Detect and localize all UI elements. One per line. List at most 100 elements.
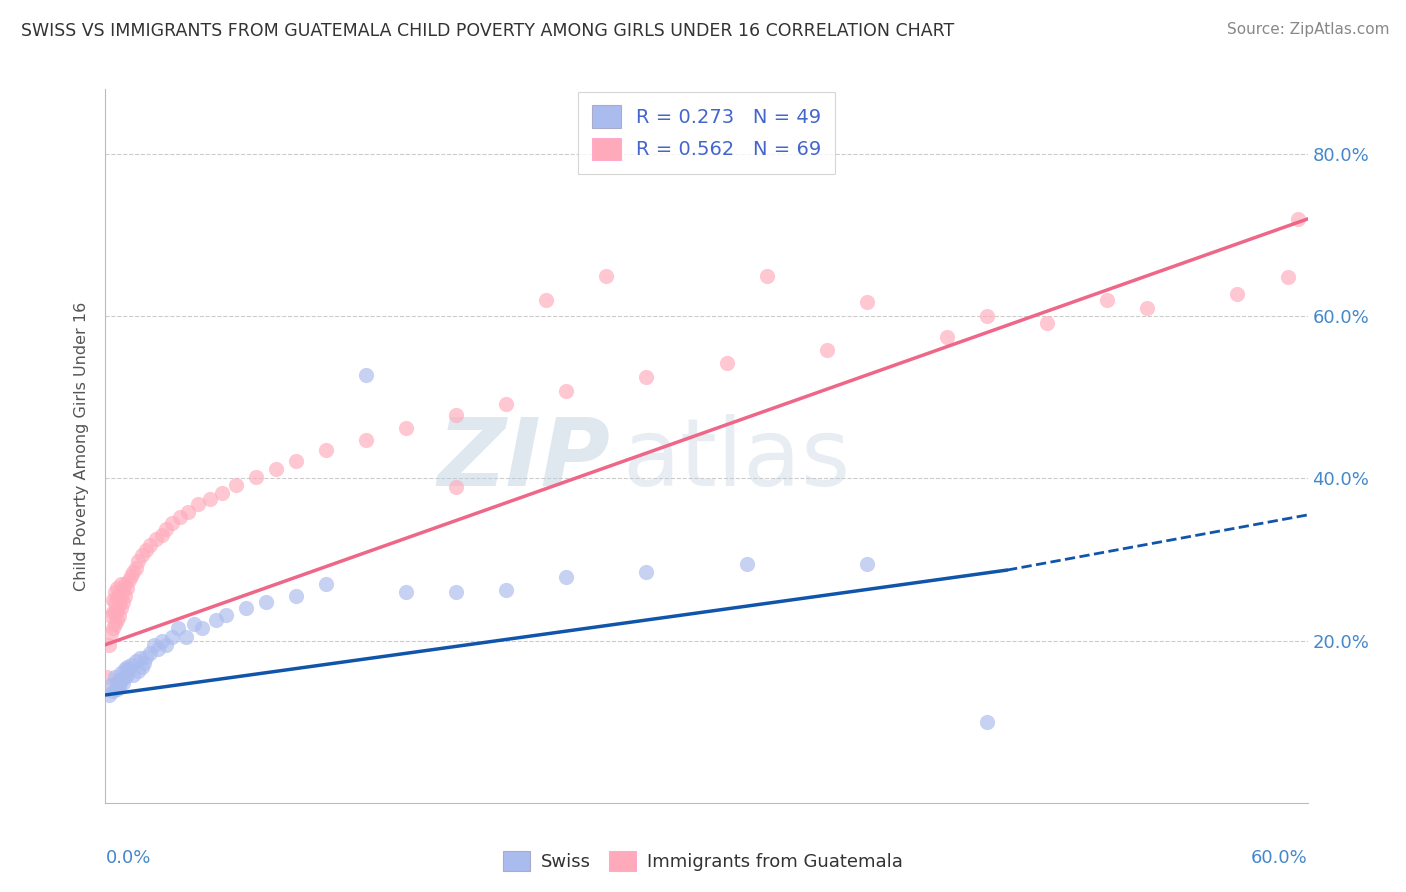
Text: 0.0%: 0.0% <box>105 849 150 867</box>
Point <box>176 506 198 520</box>
Point <box>284 589 307 603</box>
Point <box>122 565 145 579</box>
Point <box>107 591 129 606</box>
Point <box>146 641 169 656</box>
Point <box>534 293 557 307</box>
Point <box>555 384 578 398</box>
Point <box>110 666 132 681</box>
Point <box>117 667 139 681</box>
Point <box>117 581 139 595</box>
Point <box>204 613 226 627</box>
Point <box>124 560 146 574</box>
Point <box>815 343 838 358</box>
Point <box>118 573 141 587</box>
Point <box>108 586 131 600</box>
Point <box>190 622 212 636</box>
Point <box>121 657 143 672</box>
Point <box>187 497 209 511</box>
Point <box>235 601 257 615</box>
Point <box>354 368 377 382</box>
Point <box>107 603 129 617</box>
Point <box>755 268 778 283</box>
Point <box>114 577 136 591</box>
Point <box>107 675 129 690</box>
Point <box>636 370 658 384</box>
Point <box>131 659 153 673</box>
Point <box>1097 293 1119 307</box>
Text: atlas: atlas <box>623 414 851 507</box>
Legend: R = 0.273   N = 49, R = 0.562   N = 69: R = 0.273 N = 49, R = 0.562 N = 69 <box>578 92 835 174</box>
Point <box>198 491 221 506</box>
Point <box>122 667 145 681</box>
Point <box>138 538 160 552</box>
Point <box>716 356 738 370</box>
Point <box>138 646 160 660</box>
Point <box>1036 316 1059 330</box>
Point <box>1136 301 1159 315</box>
Point <box>166 622 188 636</box>
Point <box>315 577 337 591</box>
Point <box>118 662 141 676</box>
Point <box>100 609 122 624</box>
Point <box>104 617 127 632</box>
Point <box>855 557 877 571</box>
Point <box>132 657 155 671</box>
Point <box>495 583 517 598</box>
Point <box>150 633 173 648</box>
Point <box>444 585 467 599</box>
Point <box>103 593 125 607</box>
Point <box>110 577 132 591</box>
Point <box>142 638 165 652</box>
Point <box>124 654 146 668</box>
Point <box>108 609 131 624</box>
Text: 60.0%: 60.0% <box>1251 849 1308 867</box>
Point <box>254 595 277 609</box>
Point <box>108 597 131 611</box>
Point <box>595 268 617 283</box>
Point <box>110 601 132 615</box>
Point <box>155 522 177 536</box>
Point <box>107 682 129 697</box>
Point <box>735 557 758 571</box>
Y-axis label: Child Poverty Among Girls Under 16: Child Poverty Among Girls Under 16 <box>75 301 90 591</box>
Point <box>114 670 136 684</box>
Point <box>976 310 998 324</box>
Point <box>96 670 118 684</box>
Point <box>1277 270 1299 285</box>
Point <box>145 533 167 547</box>
Point <box>112 583 135 598</box>
Point <box>183 617 205 632</box>
Text: SWISS VS IMMIGRANTS FROM GUATEMALA CHILD POVERTY AMONG GIRLS UNDER 16 CORRELATIO: SWISS VS IMMIGRANTS FROM GUATEMALA CHILD… <box>21 22 955 40</box>
Point <box>117 659 139 673</box>
Point <box>114 589 136 603</box>
Point <box>103 622 125 636</box>
Point <box>976 714 998 729</box>
Point <box>112 595 135 609</box>
Text: ZIP: ZIP <box>437 414 610 507</box>
Point <box>135 649 157 664</box>
Point <box>104 585 127 599</box>
Point <box>395 421 418 435</box>
Point <box>444 408 467 422</box>
Point <box>103 605 125 619</box>
Point <box>128 651 150 665</box>
Point <box>211 486 233 500</box>
Point <box>114 662 136 676</box>
Point <box>214 607 236 622</box>
Point <box>160 516 183 530</box>
Point <box>150 528 173 542</box>
Point <box>104 595 127 609</box>
Point <box>395 585 418 599</box>
Point <box>100 678 122 692</box>
Point <box>495 397 517 411</box>
Point <box>444 479 467 493</box>
Point <box>110 589 132 603</box>
Point <box>1226 286 1249 301</box>
Point <box>160 630 183 644</box>
Point <box>110 674 132 689</box>
Point <box>225 478 247 492</box>
Point <box>107 613 129 627</box>
Point <box>315 443 337 458</box>
Point <box>103 684 125 698</box>
Point <box>855 294 877 309</box>
